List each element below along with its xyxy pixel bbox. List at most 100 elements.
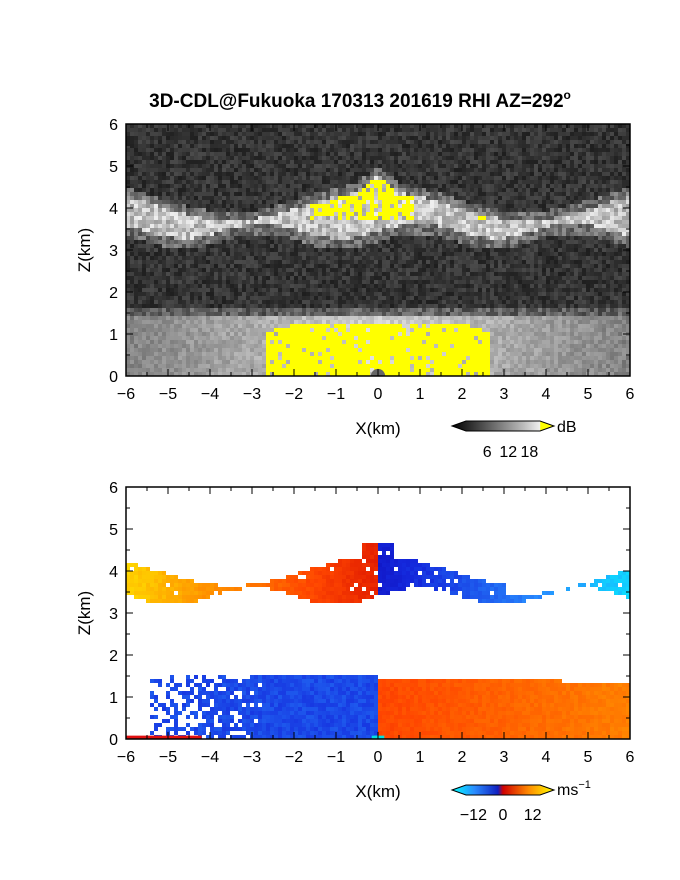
reflectivity-cell — [226, 256, 230, 260]
reflectivity-cell — [178, 136, 182, 140]
reflectivity-cell — [478, 256, 482, 260]
reflectivity-cell — [458, 128, 462, 132]
reflectivity-cell — [542, 244, 546, 248]
reflectivity-cell — [342, 252, 346, 256]
reflectivity-cell — [510, 152, 514, 156]
reflectivity-cell — [582, 264, 586, 268]
reflectivity-cell — [458, 260, 462, 264]
reflectivity-cell — [230, 176, 234, 180]
reflectivity-cell — [498, 168, 502, 172]
reflectivity-cell — [158, 188, 162, 192]
reflectivity-cell — [398, 220, 402, 224]
reflectivity-cell — [166, 168, 170, 172]
reflectivity-cell — [234, 244, 238, 248]
reflectivity-cell — [142, 200, 146, 204]
reflectivity-cell — [378, 260, 382, 264]
reflectivity-cell — [354, 232, 358, 236]
reflectivity-cell — [222, 220, 226, 224]
reflectivity-cell — [326, 272, 330, 276]
reflectivity-cell — [290, 276, 294, 280]
reflectivity-cell — [238, 220, 242, 224]
reflectivity-cell — [310, 128, 314, 132]
reflectivity-cell — [354, 176, 358, 180]
reflectivity-cell — [230, 144, 234, 148]
reflectivity-cell — [442, 216, 446, 220]
reflectivity-cell — [162, 236, 166, 240]
reflectivity-cell — [530, 176, 534, 180]
reflectivity-cell — [490, 176, 494, 180]
reflectivity-cell — [546, 168, 550, 172]
reflectivity-cell — [290, 204, 294, 208]
reflectivity-cell — [434, 172, 438, 176]
reflectivity-cell — [598, 236, 602, 240]
reflectivity-cell — [190, 256, 194, 260]
reflectivity-cell — [518, 192, 522, 196]
reflectivity-cell — [330, 172, 334, 176]
reflectivity-cell — [406, 200, 410, 204]
reflectivity-cell — [330, 156, 334, 160]
reflectivity-cell — [246, 188, 250, 192]
reflectivity-cell — [234, 232, 238, 236]
reflectivity-cell — [326, 248, 330, 252]
reflectivity-cell — [574, 156, 578, 160]
reflectivity-cell — [606, 260, 610, 264]
reflectivity-cell — [342, 196, 346, 200]
reflectivity-cell — [534, 272, 538, 276]
reflectivity-cell — [558, 232, 562, 236]
reflectivity-cell — [274, 184, 278, 188]
reflectivity-cell — [434, 188, 438, 192]
reflectivity-cell — [402, 196, 406, 200]
reflectivity-cell — [230, 220, 234, 224]
reflectivity-cell — [214, 160, 218, 164]
reflectivity-cell — [274, 192, 278, 196]
reflectivity-cell — [422, 140, 426, 144]
reflectivity-cell — [230, 188, 234, 192]
reflectivity-cell — [234, 228, 238, 232]
reflectivity-cell — [562, 240, 566, 244]
reflectivity-cell — [458, 148, 462, 152]
reflectivity-cell — [162, 160, 166, 164]
reflectivity-cell — [178, 264, 182, 268]
reflectivity-cell — [418, 164, 422, 168]
reflectivity-cell — [266, 160, 270, 164]
reflectivity-cell — [198, 256, 202, 260]
reflectivity-cell — [298, 132, 302, 136]
reflectivity-cell — [218, 172, 222, 176]
reflectivity-cell — [366, 168, 370, 172]
reflectivity-cell — [134, 124, 138, 128]
reflectivity-cell — [414, 236, 418, 240]
reflectivity-cell — [502, 232, 506, 236]
reflectivity-cell — [490, 240, 494, 244]
reflectivity-cell — [258, 176, 262, 180]
reflectivity-cell — [570, 140, 574, 144]
reflectivity-cell — [410, 208, 414, 212]
reflectivity-cell — [486, 132, 490, 136]
reflectivity-cell — [446, 160, 450, 164]
reflectivity-cell — [438, 140, 442, 144]
reflectivity-cell — [366, 280, 370, 284]
reflectivity-cell — [202, 168, 206, 172]
reflectivity-cell — [518, 248, 522, 252]
reflectivity-cell — [502, 156, 506, 160]
reflectivity-cell — [422, 224, 426, 228]
reflectivity-cell — [466, 268, 470, 272]
reflectivity-cell — [194, 192, 198, 196]
reflectivity-cell — [158, 256, 162, 260]
reflectivity-cell — [474, 136, 478, 140]
reflectivity-cell — [294, 156, 298, 160]
reflectivity-cell — [514, 260, 518, 264]
reflectivity-cell — [486, 216, 490, 220]
reflectivity-cell — [302, 264, 306, 268]
reflectivity-cell — [562, 244, 566, 248]
reflectivity-cell — [566, 220, 570, 224]
reflectivity-cell — [294, 200, 298, 204]
reflectivity-cell — [202, 136, 206, 140]
reflectivity-cell — [286, 152, 290, 156]
reflectivity-cell — [174, 272, 178, 276]
reflectivity-cell — [394, 208, 398, 212]
reflectivity-cell — [542, 224, 546, 228]
reflectivity-cell — [182, 236, 186, 240]
reflectivity-cell — [530, 164, 534, 168]
reflectivity-cell — [518, 236, 522, 240]
reflectivity-cell — [578, 144, 582, 148]
